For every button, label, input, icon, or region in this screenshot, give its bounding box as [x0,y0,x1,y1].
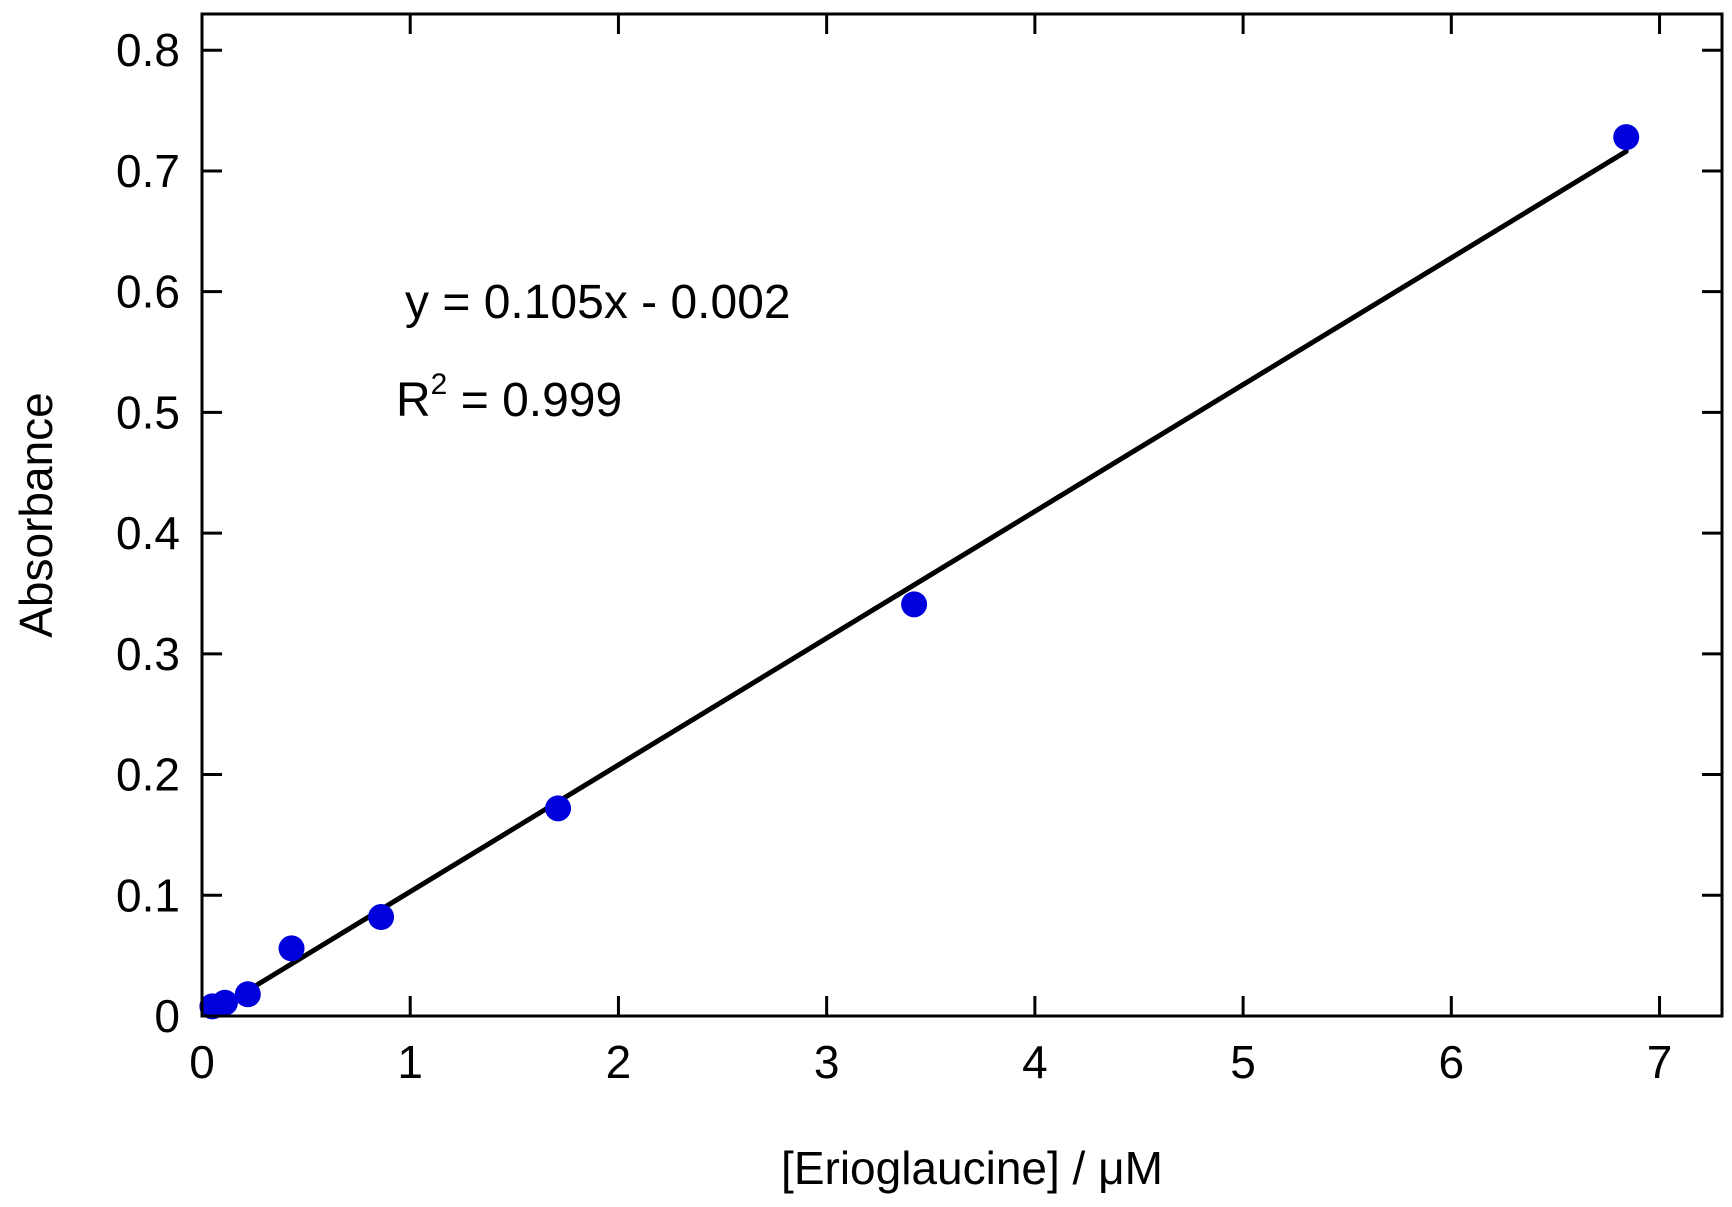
data-point [234,981,261,1008]
x-axis-title: [Erioglaucine] / μM [781,1142,1163,1194]
y-tick-label: 0 [154,990,180,1042]
y-tick-label: 0.5 [116,386,180,438]
x-tick-label: 6 [1439,1036,1465,1088]
data-point [545,795,572,822]
plot-frame [200,12,1724,1018]
x-tick-label: 7 [1647,1036,1673,1088]
x-tick-label: 3 [814,1036,840,1088]
data-point [1613,124,1640,151]
y-tick-label: 0.4 [116,507,180,559]
y-tick-label: 0.3 [116,628,180,680]
data-point [901,591,928,618]
r-squared-symbol: R [396,374,431,427]
r-squared-label: R2 = 0.999 [396,368,622,427]
x-tick-label: 1 [397,1036,423,1088]
data-point [368,904,395,931]
data-point [278,935,305,962]
y-tick-label: 0.2 [116,749,180,801]
x-tick-label: 0 [189,1036,215,1088]
chart-marks [199,124,1640,1020]
r-squared-value: = 0.999 [447,374,622,427]
y-axis-title: Absorbance [10,392,62,638]
y-tick-label: 0.1 [116,869,180,921]
axis-ticks: 0 1 2 3 4 5 6 7 0 0.1 0.2 0.3 0.4 0.5 0.6 0.7 0.8 [116,14,1722,1088]
x-tick-label: 2 [606,1036,632,1088]
x-tick-label: 4 [1022,1036,1048,1088]
x-tick-label: 5 [1230,1036,1256,1088]
y-tick-label: 0.6 [116,266,180,318]
r-squared-superscript: 2 [431,368,448,401]
fit-line [209,148,1629,1015]
fit-equation-label: y = 0.105x - 0.002 [405,276,791,329]
y-tick-label: 0.7 [116,145,180,197]
data-point [211,989,238,1016]
y-tick-label: 0.8 [116,24,180,76]
